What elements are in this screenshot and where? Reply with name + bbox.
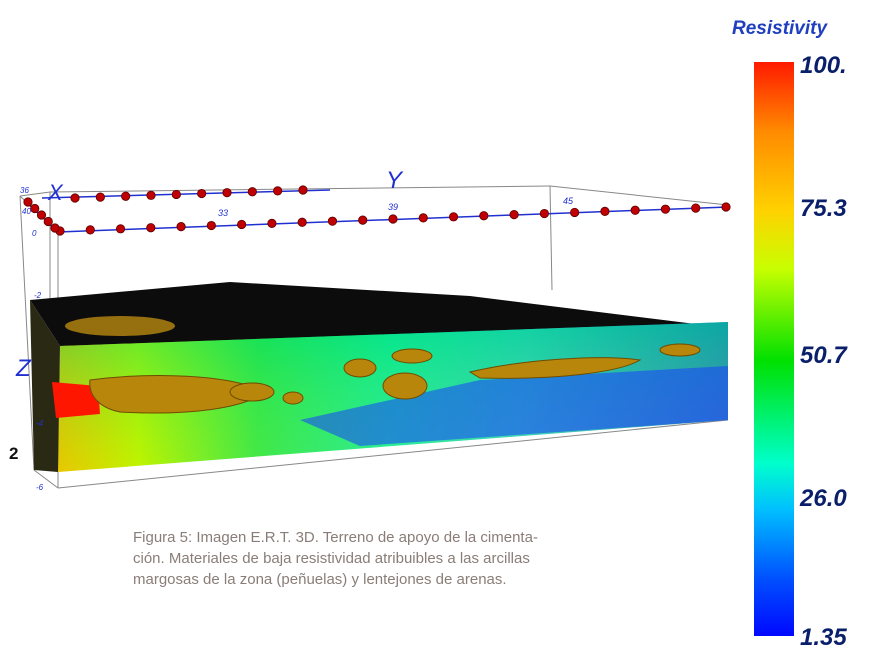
electrode-marker [43, 216, 53, 227]
electrode-marker [121, 191, 131, 201]
top-surface-anomaly [65, 316, 175, 336]
electrode-marker [146, 223, 156, 233]
electrode-marker [267, 218, 277, 228]
electrode-marker [222, 188, 232, 198]
y-axis-letter: Y [386, 167, 404, 194]
electrode-label-39: 39 [388, 202, 398, 212]
electrode-marker [176, 222, 186, 232]
x-axis-letter: X [47, 180, 64, 205]
electrode-marker [95, 192, 105, 202]
electrode-marker [691, 203, 701, 213]
electrode-marker [418, 213, 428, 223]
electrode-marker [570, 207, 580, 218]
page-number: 2 [9, 444, 19, 463]
electrode-label-45: 45 [563, 196, 574, 206]
electrode-marker [479, 211, 489, 221]
sand-lenses [89, 343, 701, 414]
electrode-marker [30, 203, 40, 214]
wireframe-box [19, 185, 729, 489]
low-resistivity-zone [300, 366, 728, 446]
electrode-marker [50, 223, 60, 233]
high-resistivity-zone [52, 382, 100, 418]
electrode-marker [298, 185, 308, 195]
electrode-marker [85, 225, 95, 235]
electrode-marker [388, 214, 398, 224]
electrode-marker [327, 216, 338, 226]
caption-line: Figura 5: Imagen E.R.T. 3D. Terreno de a… [133, 529, 538, 546]
colorbar-tick-max: 100. [800, 52, 847, 79]
colorbar-scale [754, 62, 794, 636]
depth-labels: 36 40 0 -2 -4 -6 [20, 186, 44, 492]
electrode-marker [660, 204, 671, 214]
depth-label: -2 [34, 291, 42, 300]
electrode-marker [600, 206, 610, 216]
electrode-markers [23, 185, 731, 236]
electrode-marker [206, 220, 216, 231]
model-side-face [30, 300, 60, 472]
electrode-marker [23, 197, 33, 207]
colorbar-title: Resistivity [732, 18, 828, 39]
electrode-label-33: 33 [218, 208, 228, 218]
caption-line: ción. Materiales de baja resistividad at… [133, 550, 530, 567]
colorbar-tick: 50.7 [800, 342, 847, 369]
electrode-marker [358, 215, 368, 225]
electrode-marker [509, 210, 519, 220]
electrode-marker [297, 217, 307, 227]
colorbar-tick: 75.3 [800, 195, 847, 222]
electrode-marker [721, 202, 731, 212]
depth-label: 0 [32, 229, 37, 238]
colorbar-tick-min: 1.35 [800, 624, 847, 651]
depth-label: 40 [22, 207, 31, 216]
electrode-marker [115, 224, 126, 234]
electrode-marker [237, 219, 247, 230]
electrode-marker [247, 187, 257, 197]
figure-caption: Figura 5: Imagen E.R.T. 3D. Terreno de a… [133, 527, 573, 590]
caption-line: margosas de la zona (peñuelas) y lentejo… [133, 571, 507, 588]
electrode-marker [630, 205, 640, 215]
electrode-marker [448, 212, 459, 222]
electrode-labels: 33 39 45 [218, 196, 574, 218]
depth-label: -4 [36, 419, 44, 428]
electrode-marker [539, 208, 549, 219]
z-axis-letter: Z [15, 355, 32, 382]
depth-label: 36 [20, 186, 29, 195]
electrode-marker [146, 190, 156, 200]
electrode-marker [36, 210, 47, 220]
depth-label: -6 [36, 483, 44, 492]
electrode-marker [171, 189, 181, 200]
electrode-marker [273, 186, 283, 196]
electrode-marker [70, 193, 80, 203]
electrode-marker [197, 188, 207, 199]
colorbar-tick: 26.0 [800, 485, 847, 512]
